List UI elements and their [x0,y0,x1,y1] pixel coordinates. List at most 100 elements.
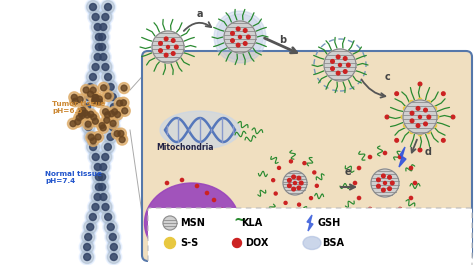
Circle shape [94,24,101,30]
Circle shape [121,85,127,91]
Circle shape [165,182,169,185]
Circle shape [433,124,437,127]
Circle shape [233,238,241,248]
Circle shape [105,89,121,105]
Circle shape [92,131,103,143]
Text: Normal tissue
pH=7.4: Normal tissue pH=7.4 [45,170,102,183]
Circle shape [96,99,102,105]
Circle shape [104,220,117,233]
Circle shape [331,67,334,70]
Circle shape [383,151,387,154]
Circle shape [77,96,83,103]
Circle shape [410,111,414,115]
Circle shape [82,79,98,95]
Circle shape [106,121,119,134]
Circle shape [81,241,93,254]
Circle shape [163,216,177,230]
Circle shape [92,204,99,210]
Circle shape [159,49,162,52]
Circle shape [451,115,455,119]
Circle shape [88,199,103,215]
Circle shape [100,69,116,85]
Ellipse shape [160,111,240,149]
Circle shape [427,100,430,104]
Circle shape [217,14,263,60]
Circle shape [201,211,204,215]
Circle shape [89,11,102,24]
Circle shape [243,29,247,32]
Circle shape [91,20,104,33]
Circle shape [104,3,111,11]
Circle shape [91,51,104,64]
Circle shape [94,169,110,185]
Circle shape [90,19,106,35]
Circle shape [212,198,216,202]
Circle shape [82,91,95,104]
Circle shape [86,70,100,83]
Circle shape [315,184,319,187]
Circle shape [100,193,107,201]
Circle shape [172,39,175,42]
Circle shape [110,244,118,250]
Circle shape [391,181,394,185]
Circle shape [85,139,101,155]
Circle shape [122,108,128,114]
Circle shape [70,121,76,127]
Circle shape [424,122,428,126]
Circle shape [85,121,91,127]
Circle shape [70,96,81,107]
Circle shape [118,83,129,94]
Circle shape [95,159,111,175]
Circle shape [81,119,96,135]
Circle shape [427,115,431,119]
Circle shape [100,209,116,225]
Circle shape [79,239,95,255]
Circle shape [95,134,101,140]
Circle shape [90,92,101,103]
Circle shape [95,189,111,205]
Circle shape [424,108,428,112]
Text: GSH: GSH [318,218,341,228]
Text: KLA: KLA [241,218,262,228]
Circle shape [435,115,439,119]
Circle shape [95,33,102,41]
Polygon shape [399,147,406,167]
Circle shape [105,93,111,99]
Circle shape [88,91,93,97]
Circle shape [403,100,437,134]
Circle shape [102,64,109,70]
Circle shape [82,121,95,134]
Circle shape [388,187,392,191]
Circle shape [91,191,104,204]
Circle shape [89,151,102,164]
Circle shape [79,109,95,125]
Circle shape [82,119,94,130]
Circle shape [274,192,277,195]
Circle shape [102,109,109,115]
FancyArrowPatch shape [184,22,211,31]
Circle shape [106,231,119,244]
Circle shape [90,3,97,11]
Circle shape [74,94,86,105]
Circle shape [107,83,114,91]
Circle shape [99,43,106,51]
Circle shape [106,249,122,265]
Circle shape [337,55,340,59]
Circle shape [80,107,86,113]
Circle shape [81,250,94,263]
Circle shape [102,14,109,20]
Circle shape [297,186,301,190]
Circle shape [87,223,94,231]
Circle shape [300,181,303,185]
Circle shape [77,105,88,116]
Circle shape [94,96,105,108]
Circle shape [119,136,125,143]
Circle shape [413,182,417,185]
Circle shape [101,140,114,153]
Circle shape [87,134,94,140]
Circle shape [103,219,119,235]
Circle shape [410,166,412,170]
Circle shape [410,196,412,200]
Circle shape [72,116,83,127]
Circle shape [92,30,105,43]
